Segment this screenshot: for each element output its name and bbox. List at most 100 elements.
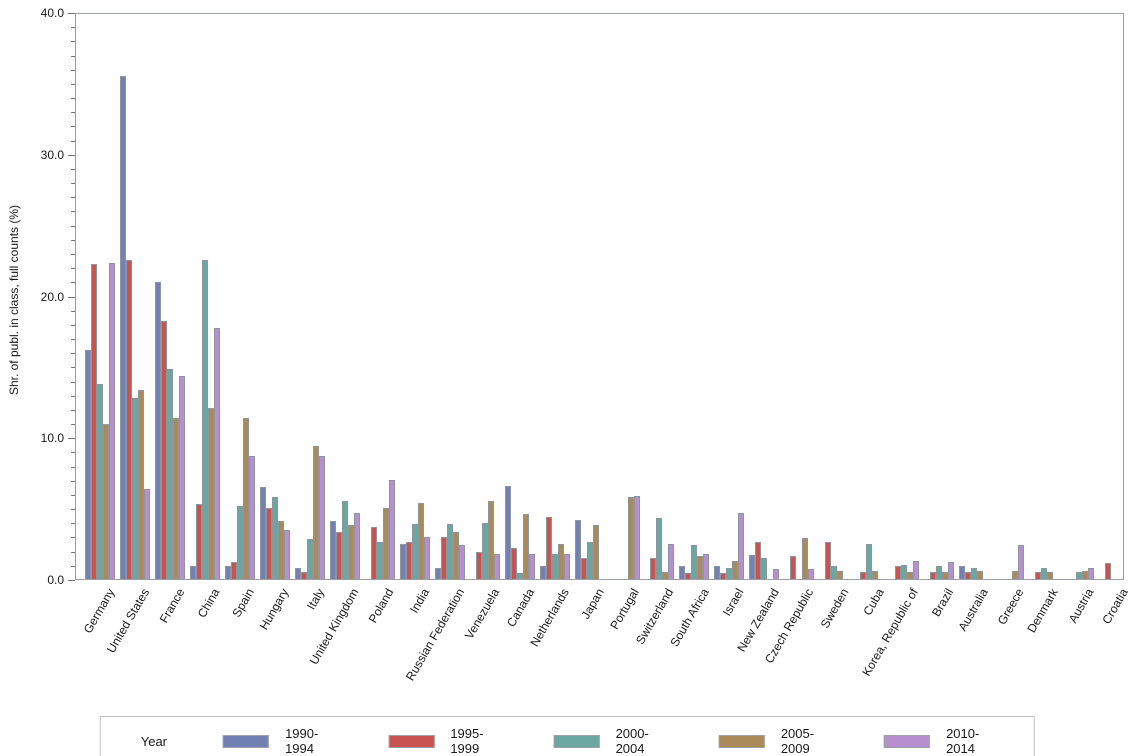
- bar-group-china: [189, 14, 220, 579]
- bar-group-canada: [504, 14, 535, 579]
- bar-2000-2004: [551, 553, 558, 579]
- x-tick-label: India: [406, 586, 432, 616]
- bar-2005-2009: [697, 556, 704, 579]
- bar-2000-2004: [586, 542, 593, 579]
- bar-2010-2014: [1018, 545, 1025, 579]
- bar-2010-2014: [388, 480, 395, 579]
- bar-group-netherlands: [539, 14, 570, 579]
- y-minor-tick: [71, 55, 75, 57]
- bar-2010-2014: [808, 569, 815, 579]
- bar-2000-2004: [446, 523, 453, 579]
- bar-1995-1999: [300, 571, 307, 579]
- bar-group-poland: [365, 14, 395, 579]
- bar-2010-2014: [563, 553, 570, 579]
- x-tick-label: Spain: [229, 586, 257, 620]
- y-minor-tick: [71, 268, 75, 270]
- bar-1995-1999: [895, 566, 902, 579]
- bar-2005-2009: [627, 497, 634, 579]
- legend-label: 1995-1999: [450, 726, 484, 756]
- bar-group-korea-republic-of: [889, 14, 920, 579]
- x-tick-label: Portugal: [607, 586, 642, 632]
- bar-1990-1994: [294, 567, 301, 579]
- y-minor-tick: [71, 83, 75, 85]
- y-major-tick: [68, 438, 75, 440]
- legend-swatch: [223, 734, 270, 748]
- bar-2010-2014: [703, 553, 710, 579]
- bar-2010-2014: [948, 562, 955, 579]
- bar-group-south-africa: [679, 14, 710, 579]
- bar-2005-2009: [1082, 570, 1089, 579]
- bar-2010-2014: [423, 536, 430, 579]
- bar-2000-2004: [1041, 567, 1048, 579]
- bar-2000-2004: [1076, 571, 1083, 579]
- bar-2000-2004: [271, 497, 278, 579]
- bar-2010-2014: [318, 456, 325, 579]
- bar-2000-2004: [936, 566, 943, 579]
- bar-2005-2009: [907, 571, 914, 579]
- bar-1990-1994: [679, 566, 686, 579]
- bar-1995-1999: [475, 552, 482, 579]
- x-tick-label: Italy: [303, 586, 327, 613]
- bar-1995-1999: [335, 532, 342, 579]
- bar-1995-1999: [510, 547, 517, 579]
- bar-2010-2014: [528, 553, 535, 579]
- y-minor-tick: [71, 211, 75, 213]
- bar-1995-1999: [125, 259, 132, 579]
- legend-swatch: [718, 734, 765, 748]
- y-minor-tick: [71, 537, 75, 539]
- bar-2000-2004: [481, 522, 488, 579]
- bar-1990-1994: [189, 566, 196, 579]
- bar-1990-1994: [119, 76, 126, 579]
- bar-group-sweden: [819, 14, 849, 579]
- bar-2005-2009: [207, 408, 214, 579]
- bar-1990-1994: [399, 543, 406, 579]
- y-minor-tick: [71, 140, 75, 142]
- bar-1995-1999: [195, 504, 202, 579]
- bar-2005-2009: [872, 570, 879, 579]
- bar-2005-2009: [312, 446, 319, 579]
- bar-2000-2004: [866, 543, 873, 579]
- bar-2005-2009: [347, 525, 354, 579]
- y-tick-label: 30.0: [40, 147, 64, 162]
- bar-2000-2004: [411, 523, 418, 579]
- bar-2000-2004: [131, 398, 138, 579]
- bar-2010-2014: [143, 488, 150, 579]
- bar-2005-2009: [277, 521, 284, 579]
- x-tick-label: China: [194, 586, 223, 621]
- y-tick-label: 10.0: [40, 431, 64, 446]
- bar-2005-2009: [137, 389, 144, 579]
- legend-items: 1990-1994 1995-1999 2000-2004 2005-2009 2010…: [223, 726, 993, 756]
- bar-2000-2004: [971, 567, 978, 579]
- y-minor-tick: [71, 353, 75, 355]
- x-tick-label: Australia: [955, 586, 992, 634]
- y-major-tick: [68, 154, 75, 156]
- y-minor-tick: [71, 565, 75, 567]
- y-minor-tick: [71, 452, 75, 454]
- x-tick-label: Croatia: [1099, 586, 1132, 627]
- bar-2000-2004: [376, 542, 383, 579]
- bar-group-australia: [959, 14, 989, 579]
- legend-label: 1990-1994: [285, 726, 319, 756]
- y-minor-tick: [71, 41, 75, 43]
- y-minor-tick: [71, 480, 75, 482]
- y-minor-tick: [71, 409, 75, 411]
- bar-2005-2009: [592, 525, 599, 579]
- bar-2000-2004: [97, 384, 103, 579]
- y-minor-tick: [71, 168, 75, 170]
- bar-2010-2014: [738, 512, 745, 579]
- bar-2010-2014: [633, 495, 640, 579]
- y-major-tick: [68, 296, 75, 298]
- x-tick-label: Sweden: [817, 586, 852, 631]
- y-tick-label: 40.0: [40, 6, 64, 20]
- bar-1995-1999: [230, 562, 237, 579]
- bar-2000-2004: [201, 259, 208, 579]
- bar-2010-2014: [1088, 567, 1095, 579]
- bar-2000-2004: [166, 368, 173, 579]
- y-minor-tick: [71, 183, 75, 185]
- bar-1990-1994: [504, 485, 511, 579]
- bar-1995-1999: [1035, 571, 1042, 579]
- bar-2005-2009: [487, 501, 494, 579]
- bar-1995-1999: [1105, 563, 1112, 579]
- y-minor-tick: [71, 551, 75, 553]
